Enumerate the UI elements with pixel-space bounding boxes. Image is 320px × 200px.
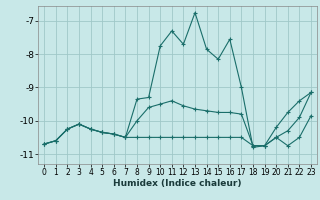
X-axis label: Humidex (Indice chaleur): Humidex (Indice chaleur) [113,179,242,188]
